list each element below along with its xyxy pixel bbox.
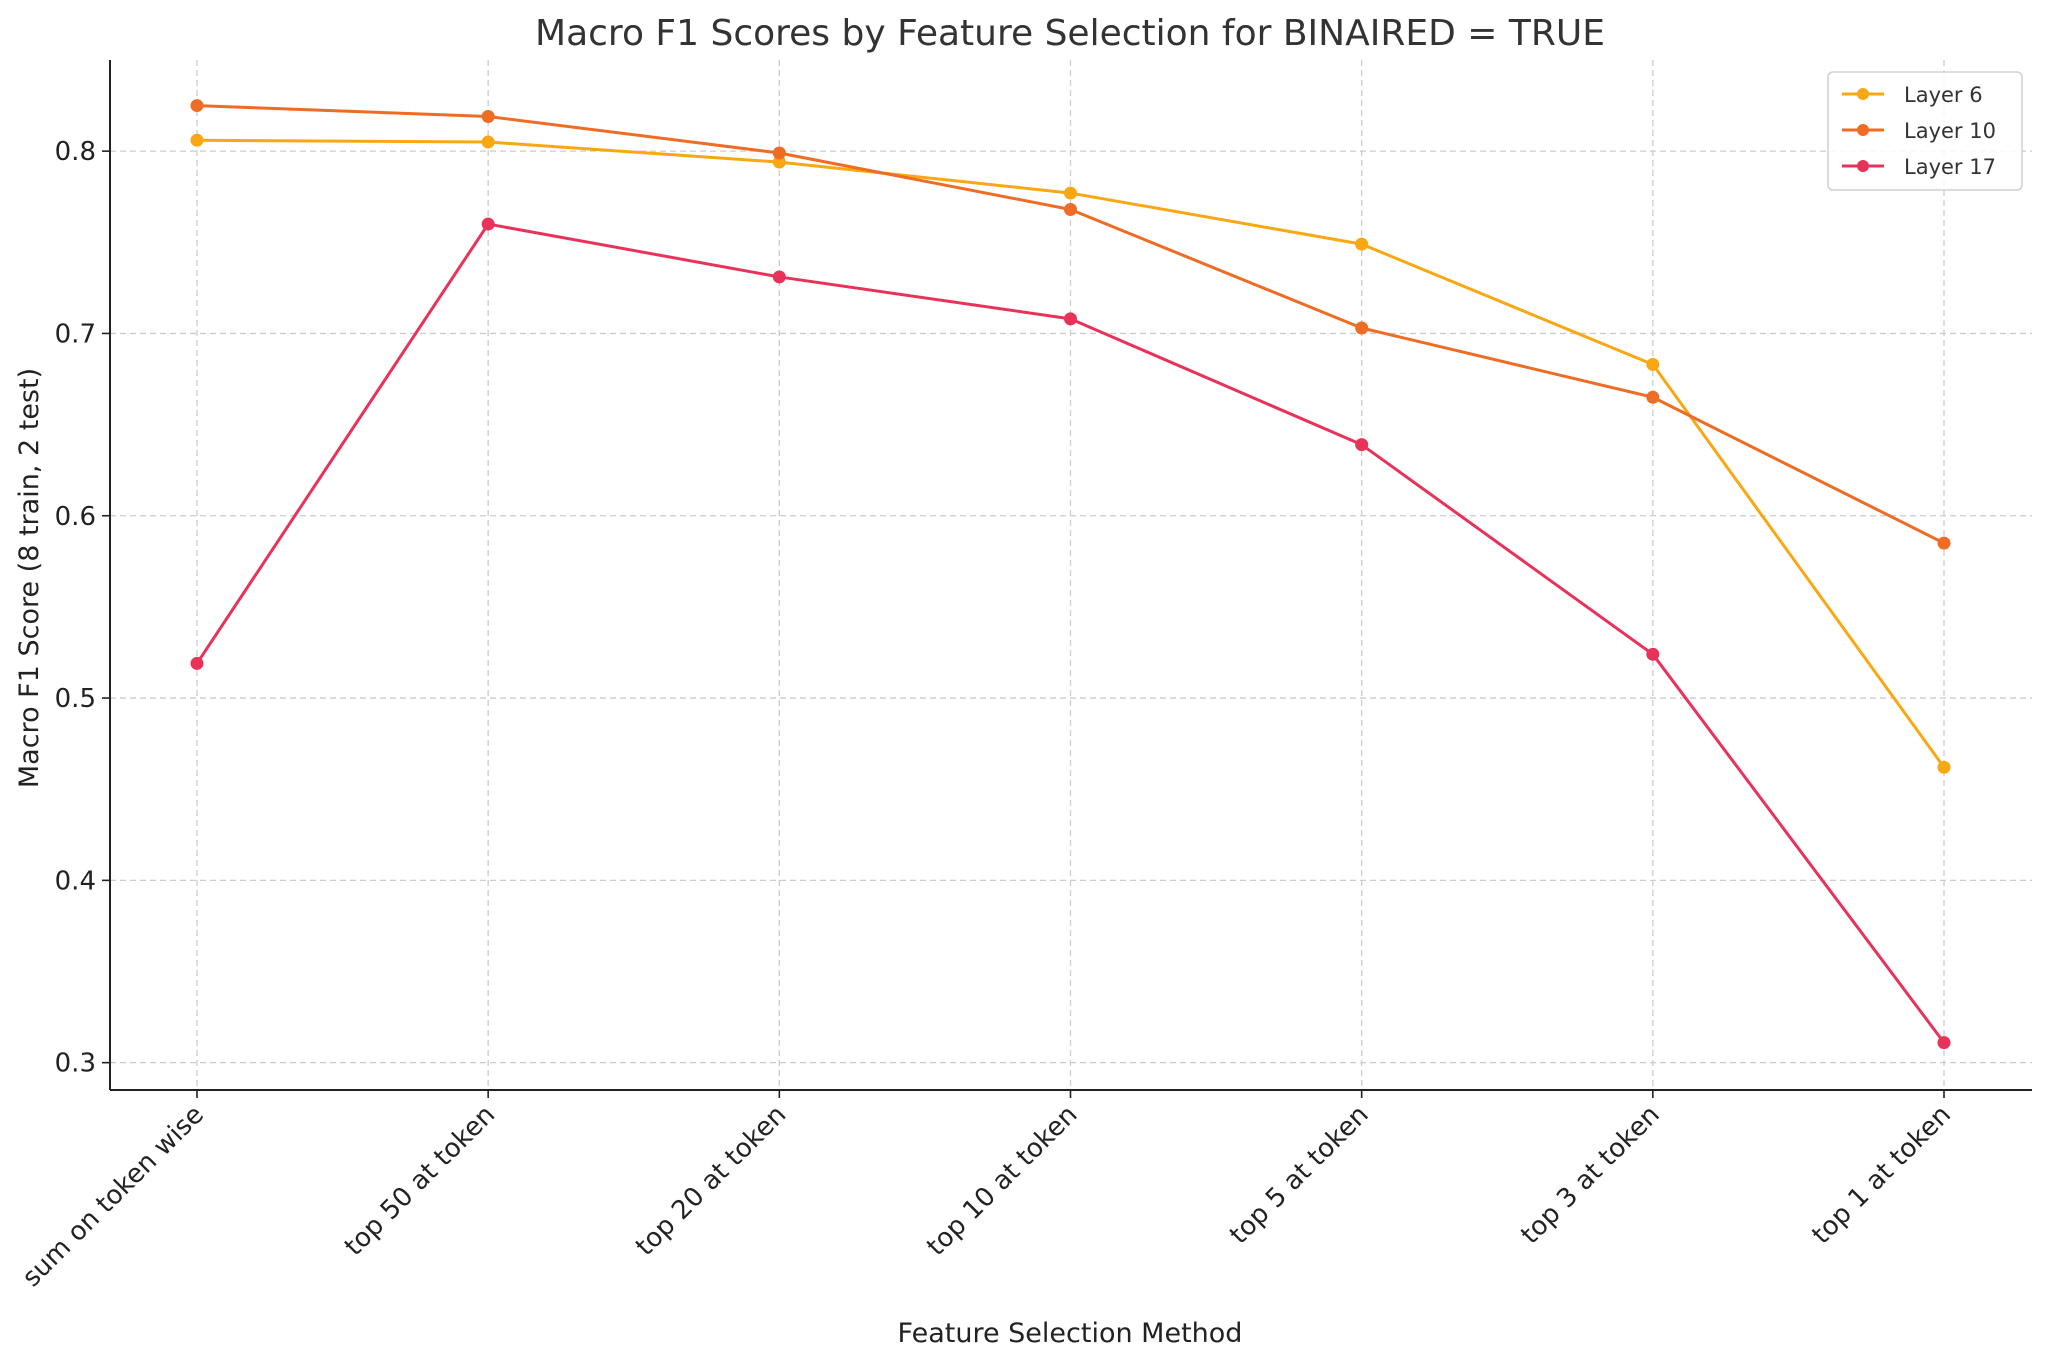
chart-title: Macro F1 Scores by Feature Selection for… <box>535 13 1605 54</box>
data-point <box>1064 186 1077 200</box>
data-point <box>1355 321 1369 335</box>
legend-label: Layer 10 <box>1904 119 1996 143</box>
x-tick-label: top 20 at token <box>630 1100 792 1262</box>
data-point <box>1355 237 1369 251</box>
x-axis-label: Feature Selection Method <box>898 1318 1243 1349</box>
data-point <box>1355 438 1369 452</box>
y-tick-label: 0.6 <box>55 502 96 532</box>
data-point <box>1646 647 1660 661</box>
data-point <box>1646 390 1660 404</box>
data-point <box>481 135 495 149</box>
series-layer-10 <box>190 99 1951 550</box>
x-tick-label: top 3 at token <box>1515 1100 1665 1250</box>
data-point <box>1937 760 1951 774</box>
x-tick-label: top 50 at token <box>339 1100 501 1262</box>
y-tick-label: 0.5 <box>55 684 96 714</box>
data-point <box>772 155 786 169</box>
data-point <box>190 656 204 670</box>
series-layer-6 <box>190 133 1951 774</box>
x-tick-label: top 10 at token <box>921 1100 1083 1262</box>
data-point <box>481 217 495 231</box>
data-point <box>190 133 204 147</box>
legend: Layer 6 Layer 10 Layer 17 <box>1827 71 2023 191</box>
legend-label: Layer 17 <box>1904 155 1996 179</box>
data-point <box>190 99 204 113</box>
data-point <box>1646 357 1660 371</box>
x-tick-label: sum on token wise <box>17 1100 210 1293</box>
data-point <box>772 270 786 284</box>
y-tick-label: 0.3 <box>55 1049 96 1079</box>
data-point <box>772 146 786 160</box>
x-tick-label: top 1 at token <box>1806 1100 1956 1250</box>
legend-swatch-marker <box>1857 160 1869 172</box>
series <box>190 99 1951 1050</box>
legend-label: Layer 6 <box>1904 83 1983 107</box>
legend-swatch-marker <box>1857 88 1869 100</box>
y-tick-label: 0.8 <box>55 137 96 167</box>
y-axis-label: Macro F1 Score (8 train, 2 test) <box>14 368 45 788</box>
legend-swatch-marker <box>1857 124 1869 136</box>
data-point <box>1064 312 1077 326</box>
data-point <box>1937 536 1951 550</box>
x-ticks: sum on token wise top 50 at token top 20 a… <box>17 1090 1957 1293</box>
grid <box>110 60 2032 1090</box>
data-point <box>1064 202 1077 216</box>
data-point <box>481 110 495 124</box>
y-tick-label: 0.7 <box>55 319 96 349</box>
y-tick-label: 0.4 <box>55 866 96 896</box>
x-tick-label: top 5 at token <box>1224 1100 1374 1250</box>
series-layer-17 <box>190 217 1951 1050</box>
y-ticks: 0.3 0.4 0.5 0.6 0.7 0.8 <box>55 137 110 1079</box>
legend-box <box>1827 71 2023 191</box>
data-point <box>1937 1036 1951 1050</box>
